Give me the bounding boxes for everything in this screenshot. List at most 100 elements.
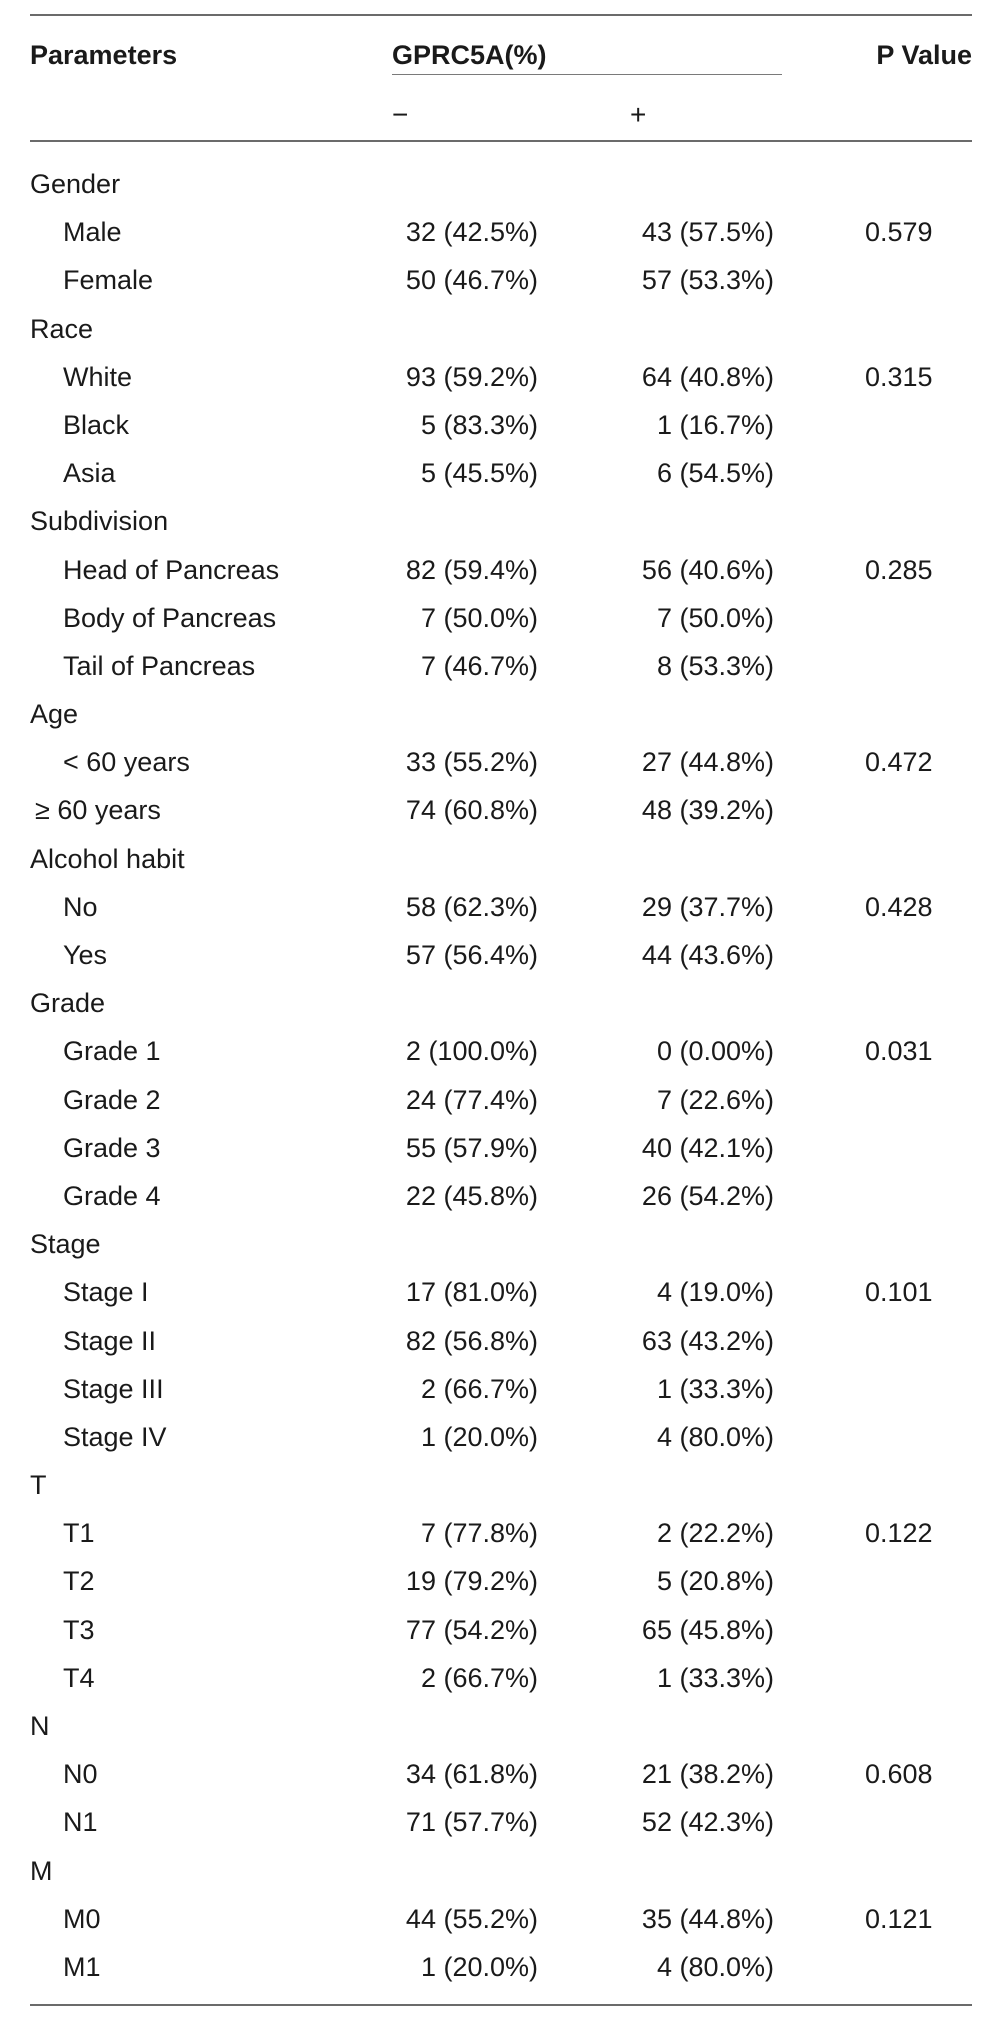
table-row: N1 71 (57.7%) 52 (42.3%) xyxy=(30,1798,972,1846)
table-row: Asia 5 (45.5%) 6 (54.5%) xyxy=(30,449,972,497)
row-label: Stage II xyxy=(63,1325,157,1356)
cell-positive: 27 (44.8%) xyxy=(641,747,774,778)
table-row: Grade 1 2 (100.0%) 0 (0.00%) 0.031 xyxy=(30,1027,972,1075)
table-row: Grade 3 55 (57.9%) 40 (42.1%) xyxy=(30,1124,972,1172)
cell-positive: 52 (42.3%) xyxy=(641,1807,774,1838)
cell-negative: 2 (66.7%) xyxy=(420,1373,538,1404)
header-p-value: P Value xyxy=(876,40,972,70)
cell-p-value: 0.122 xyxy=(865,1518,933,1549)
table-row: Grade 4 22 (45.8%) 26 (54.2%) xyxy=(30,1172,972,1220)
row-label: T2 xyxy=(63,1566,95,1597)
cell-negative: 2 (66.7%) xyxy=(420,1662,538,1693)
cell-negative: 58 (62.3%) xyxy=(405,891,538,922)
row-label: Tail of Pancreas xyxy=(63,650,256,681)
table-row: Tail of Pancreas 7 (46.7%) 8 (53.3%) xyxy=(30,642,972,690)
cell-p-value: 0.579 xyxy=(865,217,933,248)
table-row: T1 7 (77.8%) 2 (22.2%) 0.122 xyxy=(30,1509,972,1557)
cell-positive: 1 (33.3%) xyxy=(656,1373,774,1404)
row-label: ≥ 60 years xyxy=(35,795,161,826)
group-label: Alcohol habit xyxy=(30,843,185,874)
group-row: Stage xyxy=(30,1220,972,1268)
row-label: Grade 2 xyxy=(63,1084,161,1115)
row-label: Yes xyxy=(63,940,108,970)
table-row: No 58 (62.3%) 29 (37.7%) 0.428 xyxy=(30,883,972,931)
header-parameters: Parameters xyxy=(30,40,178,70)
cell-p-value: 0.101 xyxy=(865,1277,933,1308)
cell-positive: 64 (40.8%) xyxy=(641,361,774,392)
cell-positive: 2 (22.2%) xyxy=(656,1518,774,1549)
cell-positive: 1 (16.7%) xyxy=(656,409,774,440)
group-label: Subdivision xyxy=(30,506,169,537)
cell-positive: 65 (45.8%) xyxy=(641,1614,774,1645)
table-row: T3 77 (54.2%) 65 (45.8%) xyxy=(30,1606,972,1654)
cell-negative: 1 (20.0%) xyxy=(420,1951,538,1982)
row-label: No xyxy=(63,891,98,922)
group-row: N xyxy=(30,1702,972,1750)
table-row: < 60 years 33 (55.2%) 27 (44.8%) 0.472 xyxy=(30,738,972,786)
cell-positive: 0 (0.00%) xyxy=(656,1036,774,1067)
group-row: Subdivision xyxy=(30,497,972,545)
table-bottom-rule xyxy=(30,2004,972,2006)
cell-p-value: 0.285 xyxy=(865,554,933,585)
group-row: Alcohol habit xyxy=(30,835,972,883)
group-row: Age xyxy=(30,690,972,738)
cell-positive: 4 (80.0%) xyxy=(656,1421,774,1452)
row-label: Head of Pancreas xyxy=(63,554,280,585)
cell-negative: 77 (54.2%) xyxy=(405,1614,538,1645)
cell-negative: 17 (81.0%) xyxy=(405,1277,538,1308)
header-gprc5a: GPRC5A(%) xyxy=(392,40,547,70)
row-label: N1 xyxy=(63,1807,98,1838)
cell-positive: 26 (54.2%) xyxy=(641,1180,774,1211)
cell-p-value: 0.472 xyxy=(865,747,933,778)
cell-positive: 40 (42.1%) xyxy=(641,1132,774,1163)
cell-negative: 93 (59.2%) xyxy=(405,361,538,392)
group-label: Race xyxy=(30,313,94,344)
row-label: Asia xyxy=(63,458,116,489)
table-row: Body of Pancreas 7 (50.0%) 7 (50.0%) xyxy=(30,594,972,642)
cell-positive: 56 (40.6%) xyxy=(641,554,774,585)
cell-positive: 21 (38.2%) xyxy=(641,1759,774,1790)
cell-negative: 19 (79.2%) xyxy=(405,1566,538,1597)
row-label: Stage I xyxy=(63,1277,149,1308)
group-label: M xyxy=(30,1855,53,1886)
table-row: M1 1 (20.0%) 4 (80.0%) xyxy=(30,1943,972,1991)
group-label: Grade xyxy=(30,988,106,1019)
cell-negative: 55 (57.9%) xyxy=(405,1132,538,1163)
table-row: Stage II 82 (56.8%) 63 (43.2%) xyxy=(30,1317,972,1365)
cell-negative: 7 (46.7%) xyxy=(420,650,538,681)
table-row: Stage III 2 (66.7%) 1 (33.3%) xyxy=(30,1365,972,1413)
group-label: Age xyxy=(30,699,79,730)
table-row: N0 34 (61.8%) 21 (38.2%) 0.608 xyxy=(30,1750,972,1798)
cell-positive: 1 (33.3%) xyxy=(656,1662,774,1693)
cell-negative: 50 (46.7%) xyxy=(405,265,538,296)
group-label: T xyxy=(30,1470,47,1501)
row-label: N0 xyxy=(63,1759,98,1790)
row-label: M1 xyxy=(63,1951,101,1982)
cell-negative: 74 (60.8%) xyxy=(405,795,538,826)
row-label: Female xyxy=(63,265,154,296)
cell-p-value: 0.428 xyxy=(865,891,933,922)
row-label: Male xyxy=(63,217,122,248)
cell-positive: 8 (53.3%) xyxy=(656,650,774,681)
table-row: M0 44 (55.2%) 35 (44.8%) 0.121 xyxy=(30,1895,972,1943)
cell-negative: 24 (77.4%) xyxy=(405,1084,538,1115)
group-label: Gender xyxy=(30,169,121,199)
cell-positive: 57 (53.3%) xyxy=(641,265,774,296)
table-row: T2 19 (79.2%) 5 (20.8%) xyxy=(30,1557,972,1605)
cell-positive: 44 (43.6%) xyxy=(641,940,774,970)
table-body: Gender Male 32 (42.5%) 43 (57.5%) 0.579 Femal… xyxy=(30,160,972,1991)
row-label: T4 xyxy=(63,1662,95,1693)
cell-p-value: 0.608 xyxy=(865,1759,933,1790)
cell-negative: 34 (61.8%) xyxy=(405,1759,538,1790)
row-label: Grade 1 xyxy=(63,1036,161,1067)
cell-negative: 7 (77.8%) xyxy=(420,1518,538,1549)
row-label: Grade 3 xyxy=(63,1132,161,1163)
row-label: T3 xyxy=(63,1614,95,1645)
cell-negative: 7 (50.0%) xyxy=(420,602,538,633)
row-label: White xyxy=(63,361,133,392)
table-row: T4 2 (66.7%) 1 (33.3%) xyxy=(30,1654,972,1702)
cell-positive: 29 (37.7%) xyxy=(641,891,774,922)
cell-negative: 5 (83.3%) xyxy=(420,409,538,440)
table-row: Male 32 (42.5%) 43 (57.5%) 0.579 xyxy=(30,208,972,256)
